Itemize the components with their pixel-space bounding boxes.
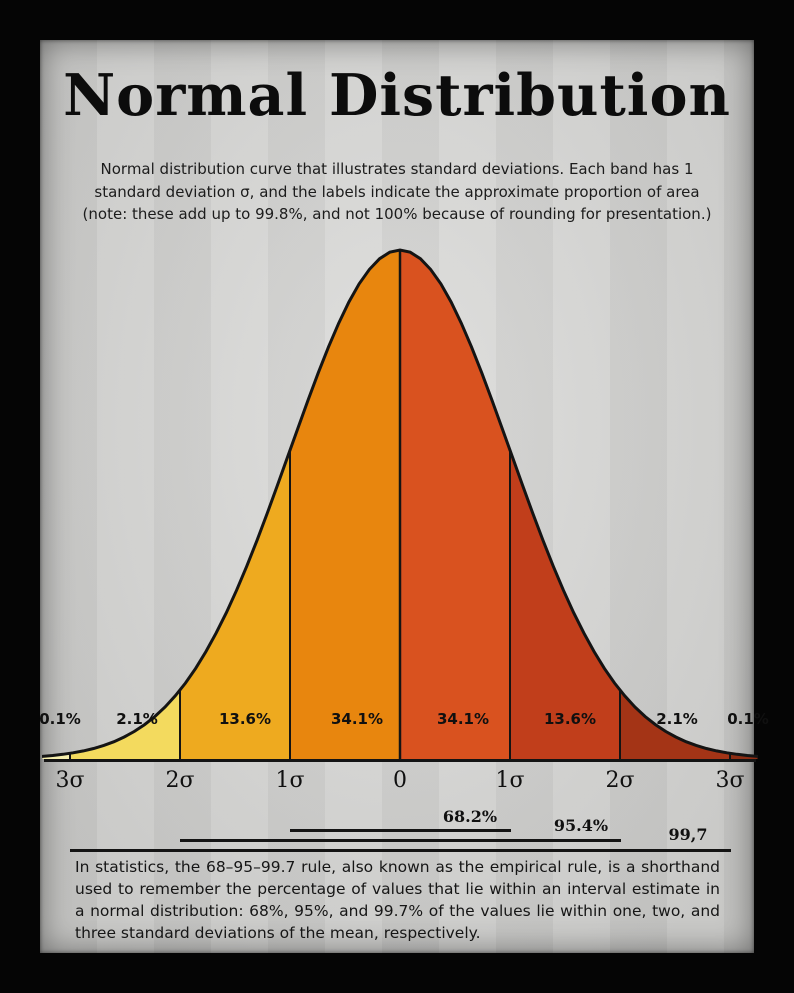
sigma-band-6 <box>620 690 730 759</box>
interval-99-label: 99,7 <box>668 825 708 844</box>
x-axis-tick-label: 2σ <box>605 768 635 793</box>
interval-95-line <box>180 839 621 842</box>
x-axis-tick-label: 3σ <box>55 768 85 793</box>
band-percentage-label: 13.6% <box>543 710 597 728</box>
sigma-band-1 <box>70 690 180 759</box>
bell-curve-svg <box>42 248 758 762</box>
band-percentage-label: 0.1% <box>727 710 769 728</box>
band-percentage-label: 34.1% <box>330 710 384 728</box>
sigma-band-3 <box>290 250 400 759</box>
page-title: Normal Distribution <box>63 62 731 129</box>
band-percentage-label: 13.6% <box>218 710 272 728</box>
subtitle-text: Normal distribution curve that illustrat… <box>82 160 712 223</box>
sigma-band-4 <box>400 250 510 759</box>
bell-curve-outline <box>42 248 758 758</box>
bell-curve-chart <box>42 242 758 766</box>
band-percentage-label: 0.1% <box>39 710 81 728</box>
x-axis-tick-label: 2σ <box>165 768 195 793</box>
band-percentage-label: 2.1% <box>116 710 158 728</box>
band-percentage-label: 2.1% <box>656 710 698 728</box>
footer-text: In statistics, the 68–95–99.7 rule, also… <box>75 858 720 942</box>
interval-99-line <box>70 849 731 852</box>
x-axis-tick-label: 1σ <box>275 768 305 793</box>
interval-68-label: 68.2% <box>442 807 498 826</box>
interval-68-line <box>290 829 511 832</box>
x-axis-tick-label: 3σ <box>715 768 745 793</box>
band-percentage-label: 34.1% <box>436 710 490 728</box>
x-axis-tick-label: 1σ <box>495 768 525 793</box>
interval-95-label: 95.4% <box>553 816 609 835</box>
x-axis-tick-label: 0 <box>393 768 407 793</box>
